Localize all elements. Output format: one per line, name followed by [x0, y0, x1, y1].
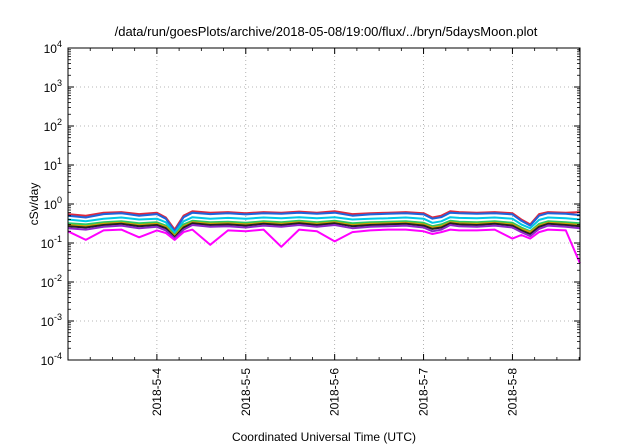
y-tick-label: 10-4	[41, 351, 62, 368]
y-tick-label: 100	[44, 195, 62, 212]
y-axis-label: cSv/day	[27, 183, 41, 226]
tick-marks	[68, 47, 580, 361]
series-group	[67, 210, 581, 264]
y-tick-label: 102	[44, 117, 62, 134]
x-tick-label: 2018-5-5	[239, 368, 253, 416]
y-tick-label: 104	[44, 39, 62, 56]
series-green	[67, 219, 581, 236]
y-tick-label: 10-1	[41, 234, 62, 251]
x-tick-label: 2018-5-4	[150, 368, 164, 416]
y-tick-label: 10-2	[41, 273, 62, 290]
series-magenta	[67, 228, 581, 264]
x-axis-label: Coordinated Universal Time (UTC)	[232, 430, 416, 444]
series-gold	[67, 221, 581, 238]
x-tick-label: 2018-5-7	[417, 368, 431, 416]
series-cyan	[67, 216, 581, 234]
series-black	[67, 222, 581, 239]
chart-title: /data/run/goesPlots/archive/2018-05-08/1…	[115, 24, 538, 39]
series-blue	[67, 211, 581, 233]
grid	[68, 48, 580, 360]
y-tick-label: 101	[44, 156, 62, 173]
x-tick-label: 2018-5-6	[328, 368, 342, 416]
y-tick-labels: 10-4 10-3 10-2 10-1 100 101 102 103 104	[41, 39, 62, 368]
x-tick-labels: 2018-5-4 2018-5-5 2018-5-6 2018-5-7 2018-5-8	[150, 368, 520, 416]
y-tick-label: 10-3	[41, 312, 62, 329]
x-tick-label: 2018-5-8	[505, 368, 519, 416]
series-purple	[67, 224, 581, 240]
y-tick-label: 103	[44, 78, 62, 95]
